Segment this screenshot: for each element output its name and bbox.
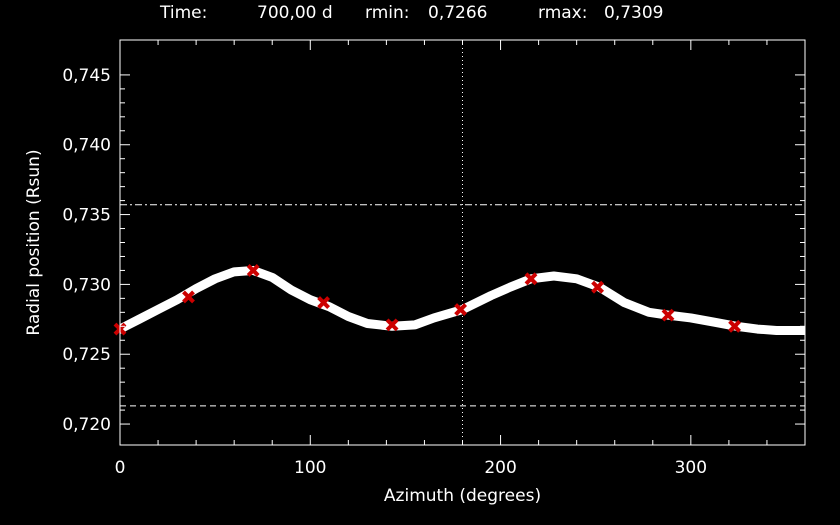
- rmax-label: rmax:: [538, 3, 588, 23]
- sample-markers: [113, 264, 742, 336]
- x-axis-label: Azimuth (degrees): [384, 486, 541, 506]
- axis-ticks: 0 100 200 300 0,720 0,725 0,730 0,735 0,740 0,745: [62, 40, 806, 478]
- x-tick-label: 200: [484, 458, 516, 478]
- sample-marker: [661, 308, 675, 322]
- sample-marker: [728, 319, 742, 333]
- sample-marker: [182, 290, 195, 304]
- y-axis-label: Radial position (Rsun): [24, 149, 44, 335]
- y-tick-label: 0,745: [62, 66, 111, 86]
- time-label: Time:: [160, 3, 208, 23]
- sample-marker: [591, 280, 605, 294]
- sample-marker: [246, 264, 260, 277]
- y-tick-label: 0,720: [62, 415, 111, 435]
- x-tick-label: 300: [675, 458, 707, 478]
- y-tick-label: 0,725: [62, 345, 111, 365]
- time-value: 700,00 d: [257, 3, 333, 23]
- y-tick-label: 0,735: [62, 206, 111, 226]
- rmax-value: 0,7309: [604, 3, 664, 23]
- y-tick-label: 0,740: [62, 136, 111, 156]
- reference-lines: [120, 40, 805, 445]
- x-tick-label: 0: [115, 458, 126, 478]
- rmin-label: rmin:: [365, 3, 410, 23]
- y-tick-label: 0,730: [62, 275, 111, 295]
- sample-marker: [317, 296, 331, 309]
- chart-header: Time: 700,00 d rmin: 0,7266 rmax: 0,7309: [0, 3, 840, 25]
- sample-marker: [385, 318, 399, 332]
- sample-marker: [454, 303, 468, 316]
- rmin-value: 0,7266: [428, 3, 488, 23]
- x-tick-label: 100: [294, 458, 326, 478]
- radial-position-curve: [120, 265, 805, 335]
- sample-marker: [524, 272, 538, 286]
